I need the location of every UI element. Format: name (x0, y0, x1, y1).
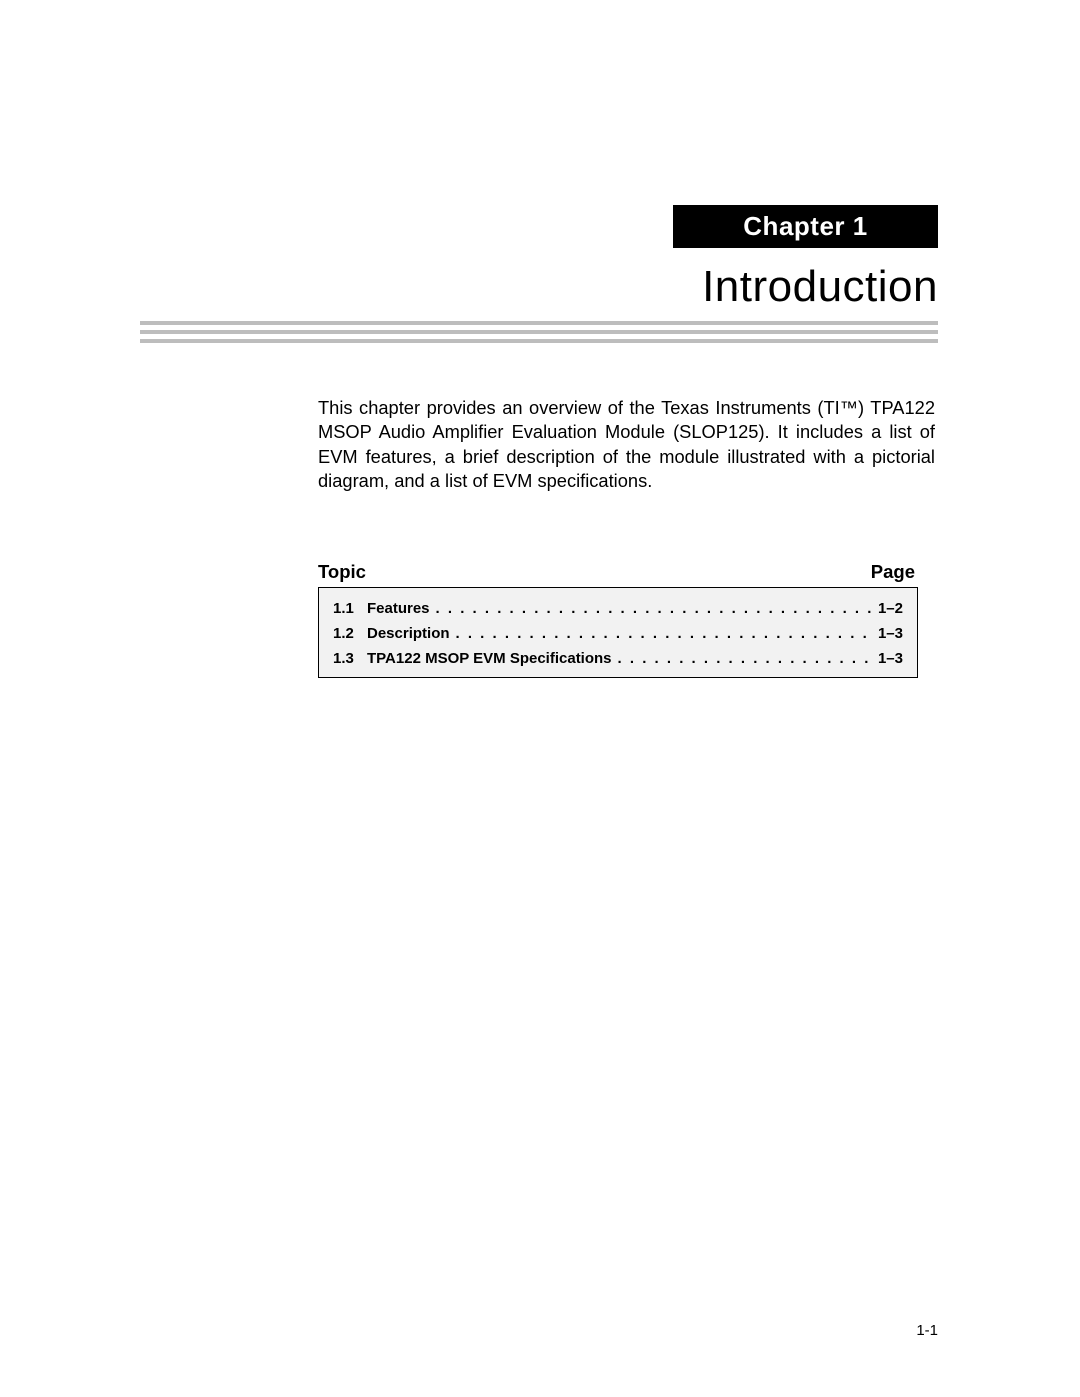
toc-row-dots (456, 625, 872, 642)
toc-header-page: Page (871, 561, 915, 583)
toc-row-page: 1–3 (872, 650, 903, 667)
chapter-title: Introduction (702, 262, 938, 312)
toc-row: 1.1 Features 1–2 (333, 600, 903, 617)
document-page: Chapter 1 Introduction This chapter prov… (0, 0, 1080, 1397)
toc-row-dots (618, 650, 872, 667)
horizontal-rules (140, 321, 938, 348)
toc-row: 1.3 TPA122 MSOP EVM Specifications 1–3 (333, 650, 903, 667)
toc-row: 1.2 Description 1–3 (333, 625, 903, 642)
toc-row-dots (436, 600, 872, 617)
toc-row-title: TPA122 MSOP EVM Specifications (367, 650, 618, 667)
intro-paragraph: This chapter provides an overview of the… (318, 396, 935, 493)
chapter-badge-text: Chapter 1 (743, 211, 867, 242)
toc-row-title: Description (367, 625, 456, 642)
page-number: 1-1 (916, 1322, 938, 1339)
toc-row-number: 1.3 (333, 650, 367, 667)
chapter-badge: Chapter 1 (673, 205, 938, 248)
toc-row-number: 1.1 (333, 600, 367, 617)
toc-headers: Topic Page (318, 561, 915, 583)
toc-row-page: 1–3 (872, 625, 903, 642)
toc-row-page: 1–2 (872, 600, 903, 617)
toc-box: 1.1 Features 1–2 1.2 Description 1–3 1.3… (318, 587, 918, 678)
rule-line (140, 321, 938, 325)
rule-line (140, 339, 938, 343)
toc-row-title: Features (367, 600, 436, 617)
rule-line (140, 330, 938, 334)
toc-row-number: 1.2 (333, 625, 367, 642)
toc-header-topic: Topic (318, 561, 366, 583)
